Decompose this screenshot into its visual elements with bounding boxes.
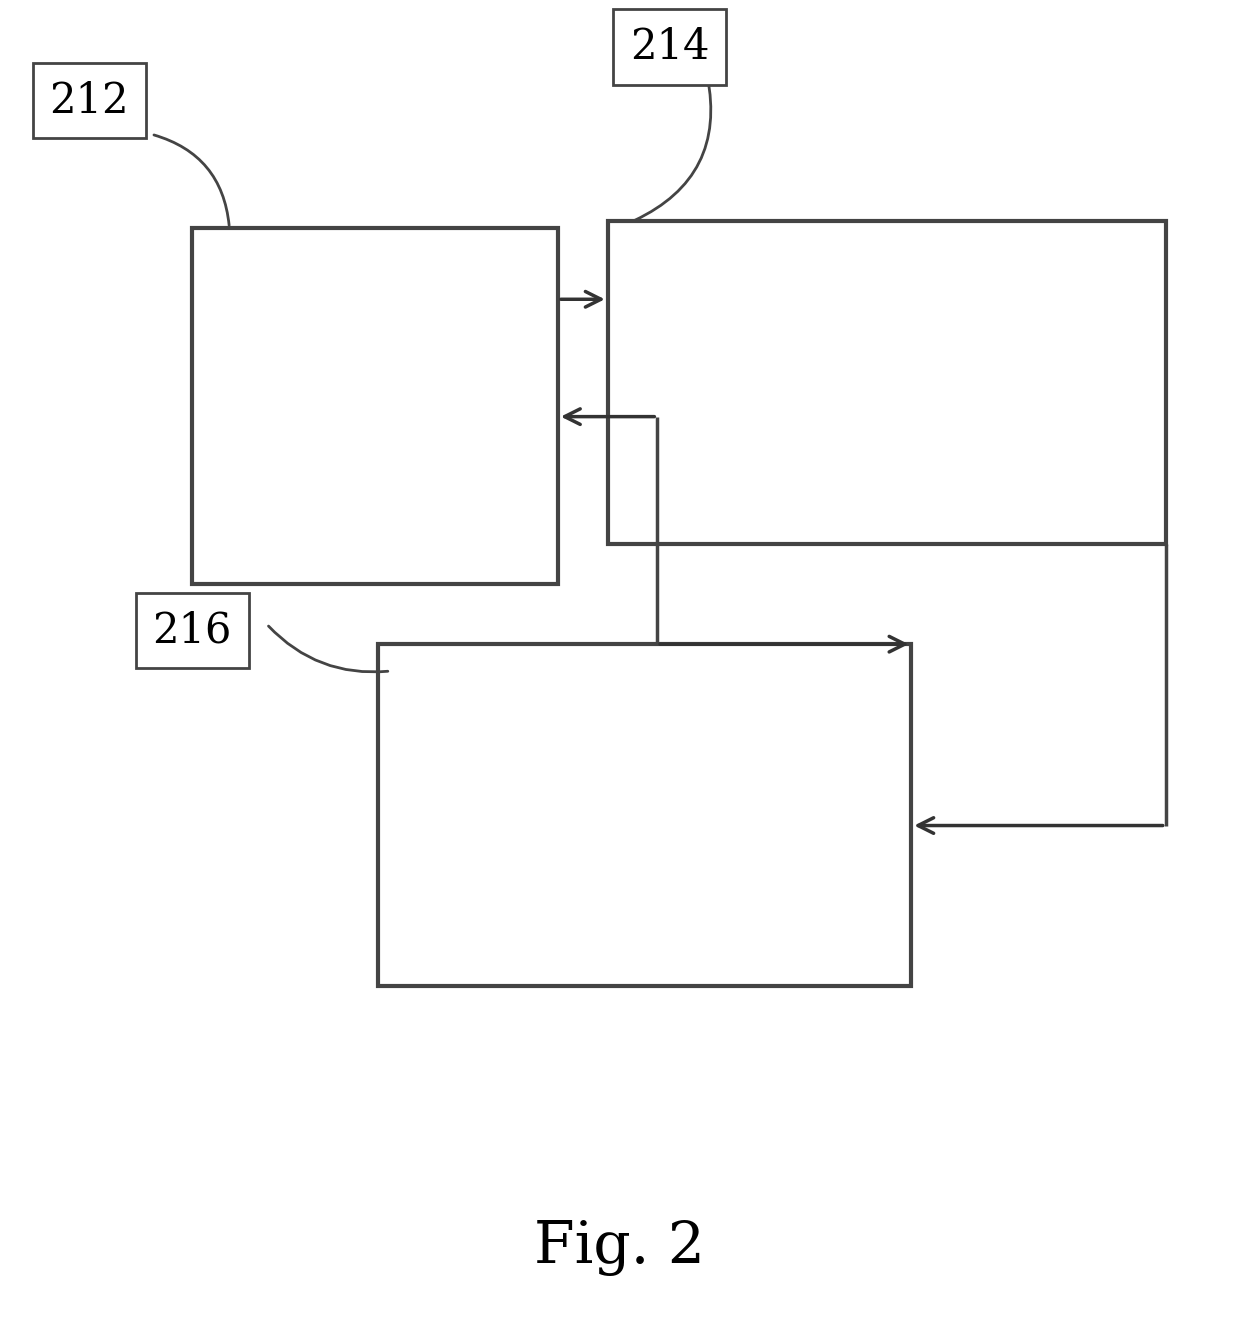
Text: Fig. 2: Fig. 2 (534, 1220, 706, 1276)
Text: 216: 216 (153, 609, 232, 652)
Bar (608, 221, 1166, 544)
Bar (192, 228, 558, 584)
Bar (378, 644, 911, 986)
Text: 214: 214 (630, 25, 709, 68)
Text: 212: 212 (50, 79, 129, 122)
